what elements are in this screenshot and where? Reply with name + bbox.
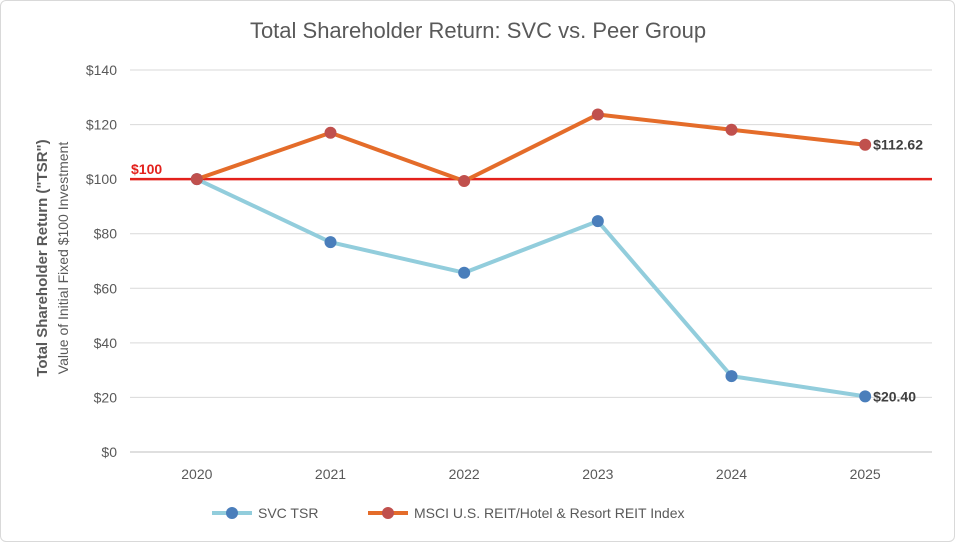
- data-point: [725, 370, 738, 383]
- y-axis-label-group: Total Shareholder Return ("TSR"): [34, 139, 51, 376]
- end-value-label: $20.40: [873, 388, 916, 404]
- legend-label: MSCI U.S. REIT/Hotel & Resort REIT Index: [414, 505, 684, 521]
- legend-marker: [382, 507, 394, 519]
- y-axis-title: Total Shareholder Return ("TSR"): [34, 139, 51, 376]
- y-tick-label: $20: [94, 389, 118, 405]
- x-tick-label: 2020: [181, 466, 212, 482]
- data-point: [725, 123, 738, 136]
- y-tick-label: $0: [101, 444, 117, 460]
- x-tick-label: 2022: [449, 466, 480, 482]
- reference-line-label: $100: [131, 161, 162, 177]
- series-line-2: [196, 112, 866, 184]
- data-point: [324, 126, 337, 139]
- y-tick-label: $120: [86, 117, 117, 133]
- gridlines: [130, 69, 932, 453]
- y-tick-label: $60: [94, 280, 118, 296]
- y-tick-label: $100: [86, 171, 117, 187]
- y-axis-subtitle: Value of Initial Fixed $100 Investment: [55, 142, 71, 375]
- x-tick-label: 2023: [582, 466, 613, 482]
- y-tick-label: $40: [94, 335, 118, 351]
- y-tick-label: $140: [86, 62, 117, 78]
- data-point: [324, 236, 337, 249]
- legend: SVC TSR MSCI U.S. REIT/Hotel & Resort REI…: [212, 505, 684, 521]
- x-tick-label: 2021: [315, 466, 346, 482]
- series-group: $20.40 $112.62: [190, 108, 923, 404]
- x-tick-label: 2024: [716, 466, 747, 482]
- series-line-1: [195, 177, 866, 399]
- chart-title: Total Shareholder Return: SVC vs. Peer G…: [250, 18, 706, 43]
- legend-label: SVC TSR: [258, 505, 318, 521]
- end-value-label: $112.62: [873, 137, 923, 153]
- y-axis-sublabel-group: Value of Initial Fixed $100 Investment: [55, 142, 71, 375]
- data-point: [458, 266, 471, 279]
- data-point: [859, 138, 872, 151]
- y-tick-label: $80: [94, 226, 118, 242]
- data-point: [458, 175, 471, 188]
- x-axis-ticks: 2020 2021 2022 2023 2024 2025: [181, 466, 881, 482]
- data-point: [591, 108, 604, 121]
- legend-marker: [226, 507, 238, 519]
- data-point: [591, 215, 604, 228]
- y-axis-ticks: $0 $20 $40 $60 $80 $100 $120 $140: [86, 62, 117, 460]
- x-tick-label: 2025: [850, 466, 881, 482]
- data-point: [859, 390, 872, 403]
- data-point: [190, 173, 203, 186]
